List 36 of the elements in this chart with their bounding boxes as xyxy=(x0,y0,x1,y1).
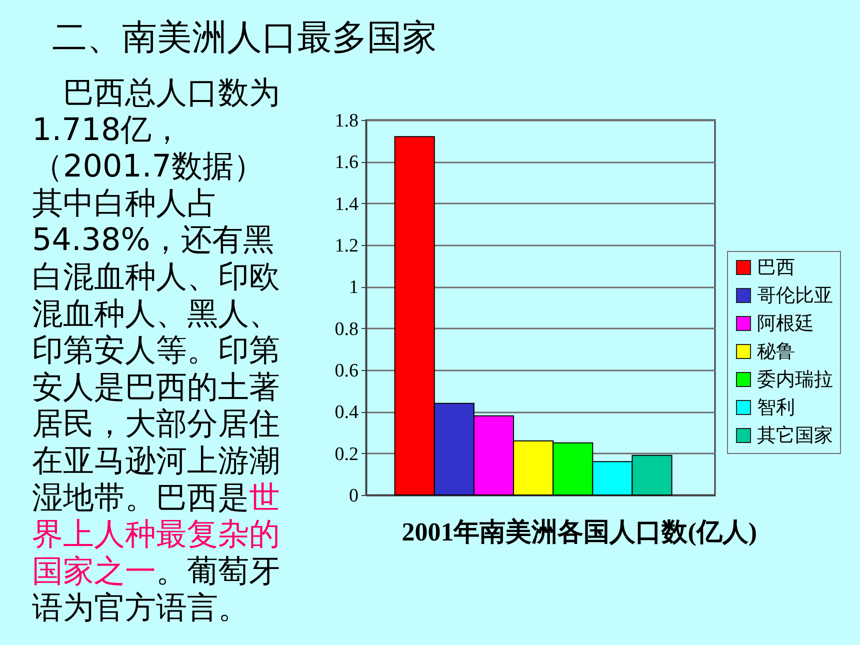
text: 世 xyxy=(249,480,280,516)
text: 54.38%，还有黑 xyxy=(32,222,274,258)
text: 巴西总人口数为 xyxy=(63,75,280,111)
legend-label: 委内瑞拉 xyxy=(757,368,833,390)
legend-label: 哥伦比亚 xyxy=(757,284,833,306)
text: 语为官方语言。 xyxy=(32,590,249,626)
y-tick-label: 1.8 xyxy=(334,110,358,132)
text: 其中白种人占 xyxy=(32,185,218,222)
y-tick-label: 1.6 xyxy=(334,152,358,174)
legend-label: 其它国家 xyxy=(757,424,833,446)
text: 混血种人、黑人、 xyxy=(32,296,280,332)
text: 居民，大部分居住 xyxy=(32,406,280,442)
text: 界上人种最复杂的 xyxy=(32,516,280,553)
y-tick-label: 0.2 xyxy=(334,444,358,465)
y-tick-label: 1.2 xyxy=(334,236,358,256)
y-tick-label: 1.4 xyxy=(334,194,359,215)
chart-title: 二、南美洲人口最多国家 xyxy=(52,18,437,58)
legend-label: 智利 xyxy=(757,396,795,418)
y-tick-label: 1 xyxy=(349,277,358,298)
text: 印第安人等。印第 xyxy=(32,332,280,369)
text: （2001.7数据） xyxy=(32,148,264,185)
text: 1.718亿， xyxy=(32,112,183,148)
text: 白混血种人、印欧 xyxy=(32,259,280,295)
y-tick-label: 0.8 xyxy=(334,318,358,340)
text: 湿地带。巴西是 xyxy=(32,480,249,516)
text: 安人是巴西的土著 xyxy=(32,369,280,406)
x-axis-title: 2001年南美洲各国人口数(亿人) xyxy=(402,518,758,546)
y-tick-label: 0.6 xyxy=(334,360,358,382)
text: 国家之一 xyxy=(32,553,156,590)
legend-label: 阿根廷 xyxy=(757,312,814,334)
text: 在亚马逊河上游潮 xyxy=(32,443,280,479)
text: 。葡萄牙 xyxy=(156,553,280,590)
legend-label: 巴西 xyxy=(757,256,795,278)
y-tick-label: 0.4 xyxy=(334,402,359,424)
legend-label: 秘鲁 xyxy=(757,340,795,362)
y-tick-label: 0 xyxy=(349,486,358,506)
